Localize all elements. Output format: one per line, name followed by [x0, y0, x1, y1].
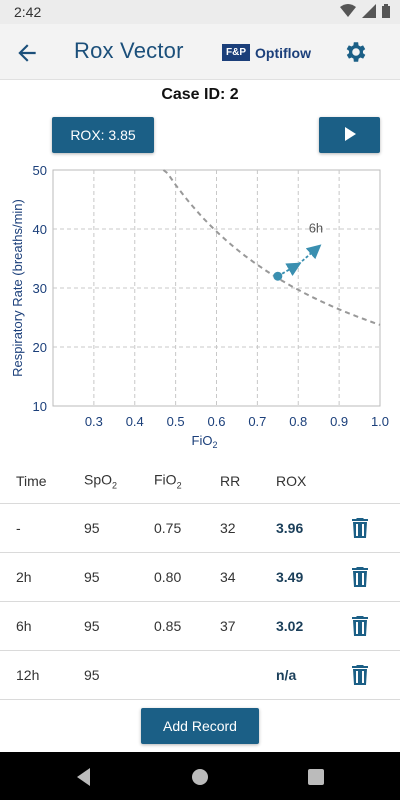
x-tick-label: 1.0 — [371, 414, 389, 429]
header-rox: ROX — [276, 472, 307, 489]
cell-spo2: 95 — [84, 618, 100, 634]
cell-rr: 34 — [220, 569, 236, 585]
play-icon — [344, 126, 356, 141]
table-row: 2h 95 0.80 34 3.49 — [0, 553, 400, 602]
case-id: Case ID: 2 — [161, 86, 239, 103]
table-row: - 95 0.75 32 3.96 — [0, 504, 400, 553]
x-tick-label: 0.7 — [248, 414, 266, 429]
cell-rox: 3.96 — [276, 520, 304, 536]
cell-time: - — [16, 520, 21, 536]
cell-fio2: 0.80 — [154, 569, 182, 585]
x-tick-label: 0.4 — [126, 414, 144, 429]
y-axis-label: Respiratory Rate (breaths/min) — [10, 199, 25, 377]
table-header: Time SpO2 FiO2 RR ROX — [0, 458, 400, 504]
header-spo2: SpO2 — [84, 471, 118, 490]
cell-rox: n/a — [276, 667, 297, 683]
android-nav-bar — [0, 752, 400, 800]
y-tick-label: 50 — [33, 163, 47, 178]
play-button[interactable] — [319, 117, 380, 153]
records-table: Time SpO2 FiO2 RR ROX - 95 0.75 32 3.96 … — [0, 458, 400, 700]
cell-fio2: 0.85 — [154, 618, 182, 634]
cell-spo2: 95 — [84, 520, 100, 536]
app-title: Rox Vector — [74, 38, 184, 63]
table-row: 6h 95 0.85 37 3.02 — [0, 602, 400, 651]
cell-rr: 32 — [220, 520, 236, 536]
cell-rr: 37 — [220, 618, 236, 634]
y-tick-label: 20 — [33, 340, 47, 355]
cell-time: 12h — [16, 667, 40, 683]
trash-icon[interactable] — [351, 567, 369, 587]
y-tick-label: 10 — [33, 399, 47, 414]
wifi-icon — [340, 4, 356, 17]
status-bar: 2:42 — [0, 0, 400, 24]
cell-spo2: 95 — [84, 667, 100, 683]
header-fio2: FiO2 — [154, 471, 182, 490]
cell-spo2: 95 — [84, 569, 100, 585]
cell-time: 6h — [16, 618, 32, 634]
arrow-left-icon[interactable] — [14, 40, 40, 66]
rox-chart: 0.3 0.4 0.5 0.6 0.7 0.8 0.9 1.0 10 20 30 40 50 6h FiO2… — [10, 163, 389, 450]
header-rr: RR — [220, 472, 241, 489]
app-bar: Rox Vector F&P Optiflow — [0, 24, 400, 80]
nav-back-icon[interactable] — [73, 766, 95, 788]
gear-icon[interactable] — [343, 39, 369, 65]
trash-icon[interactable] — [351, 665, 369, 685]
status-icons — [340, 4, 390, 18]
y-tick-label: 40 — [33, 222, 47, 237]
brand-name: Optiflow — [255, 44, 311, 61]
trash-icon[interactable] — [351, 616, 369, 636]
x-tick-label: 0.3 — [85, 414, 103, 429]
nav-recents-icon[interactable] — [305, 766, 327, 788]
rox-button[interactable]: ROX: 3.85 — [52, 117, 154, 153]
trash-icon[interactable] — [351, 518, 369, 538]
x-tick-label: 0.5 — [167, 414, 185, 429]
data-point — [273, 271, 283, 281]
x-tick-label: 0.6 — [207, 414, 225, 429]
nav-home-icon[interactable] — [189, 766, 211, 788]
vector-label: 6h — [309, 221, 323, 236]
cell-fio2: 0.75 — [154, 520, 182, 536]
brand-logo: F&P Optiflow — [222, 44, 311, 61]
y-tick-label: 30 — [33, 281, 47, 296]
status-time: 2:42 — [14, 4, 42, 20]
add-record-button[interactable]: Add Record — [141, 708, 259, 744]
x-tick-label: 0.9 — [330, 414, 348, 429]
battery-icon — [382, 4, 390, 18]
rox-threshold-curve — [162, 169, 381, 326]
table-row: 12h 95 n/a — [0, 651, 400, 700]
cell-time: 2h — [16, 569, 32, 585]
x-tick-label: 0.8 — [289, 414, 307, 429]
x-axis-label: FiO2 — [192, 433, 218, 450]
cell-rox: 3.02 — [276, 618, 304, 634]
cell-rox: 3.49 — [276, 569, 304, 585]
header-time: Time — [16, 472, 47, 489]
signal-icon — [362, 4, 376, 18]
brand-logo-mark: F&P — [222, 44, 250, 61]
trend-vector — [277, 262, 302, 277]
trend-vector — [297, 244, 322, 266]
